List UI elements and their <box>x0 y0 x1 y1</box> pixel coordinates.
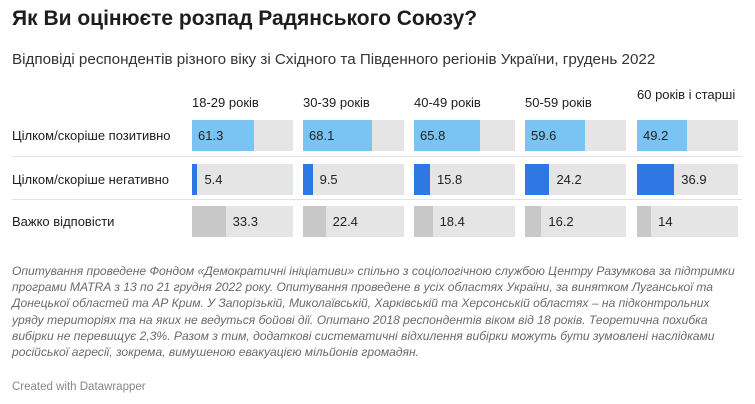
value-label: 14 <box>658 214 673 229</box>
row-divider <box>12 156 742 157</box>
row-label-hard: Важко відповісти <box>12 214 115 229</box>
bar-hard <box>525 206 542 237</box>
row-divider <box>12 199 742 200</box>
bar-cell: 15.8 <box>414 164 515 195</box>
value-label: 33.3 <box>232 214 258 229</box>
bar-cell: 16.2 <box>525 206 626 237</box>
bar-negative <box>192 164 198 195</box>
bar-cell: 18.4 <box>414 206 515 237</box>
value-label: 5.4 <box>204 172 223 187</box>
value-label: 18.4 <box>439 214 465 229</box>
bar-cell: 68.1 <box>303 120 404 151</box>
value-label: 65.8 <box>420 128 446 143</box>
bar-cell: 9.5 <box>303 164 404 195</box>
chart-notes: Опитування проведене Фондом «Демократичн… <box>12 264 735 360</box>
chart-title: Як Ви оцінюєте розпад Радянського Союзу? <box>12 7 478 30</box>
bar-cell: 22.4 <box>303 206 404 237</box>
bar-positive <box>414 120 481 151</box>
bar-negative <box>637 164 675 195</box>
value-label: 68.1 <box>309 128 335 143</box>
value-label: 49.2 <box>643 128 669 143</box>
bar-cell: 61.3 <box>192 120 293 151</box>
row-label-negative: Цілком/скоріше негативно <box>12 172 169 187</box>
bar-positive <box>637 120 687 151</box>
bar-negative <box>525 164 550 195</box>
bar-positive <box>192 120 254 151</box>
column-header: 60 років і старші <box>637 87 736 102</box>
credit-line: Created with Datawrapper <box>12 381 146 393</box>
value-label: 61.3 <box>198 128 224 143</box>
bar-track <box>525 206 626 237</box>
chart-subtitle: Відповіді респондентів різного віку зі С… <box>12 51 656 68</box>
value-label: 22.4 <box>332 214 358 229</box>
bar-positive <box>303 120 372 151</box>
bar-negative <box>414 164 430 195</box>
value-label: 24.2 <box>556 172 582 187</box>
bar-positive <box>525 120 586 151</box>
bar-negative <box>303 164 313 195</box>
bar-hard <box>192 206 226 237</box>
bar-hard <box>637 206 652 237</box>
bar-cell: 65.8 <box>414 120 515 151</box>
bar-cell: 5.4 <box>192 164 293 195</box>
column-header: 50-59 років <box>525 95 592 110</box>
bar-cell: 59.6 <box>525 120 626 151</box>
value-label: 16.2 <box>548 214 574 229</box>
bar-track <box>303 164 404 195</box>
bar-track <box>637 206 738 237</box>
column-header: 30-39 років <box>303 95 370 110</box>
bar-cell: 49.2 <box>637 120 738 151</box>
bar-cell: 24.2 <box>525 164 626 195</box>
bar-cell: 14 <box>637 206 738 237</box>
value-label: 15.8 <box>436 172 463 187</box>
row-label-positive: Цілком/скоріше позитивно <box>12 128 171 143</box>
bar-cell: 33.3 <box>192 206 293 237</box>
column-header: 40-49 років <box>414 95 481 110</box>
value-label: 36.9 <box>681 172 707 187</box>
bar-hard <box>303 206 326 237</box>
bar-track <box>192 164 293 195</box>
bar-track <box>414 164 515 195</box>
bar-cell: 36.9 <box>637 164 738 195</box>
value-label: 59.6 <box>531 128 557 143</box>
bar-hard <box>414 206 433 237</box>
value-label: 9.5 <box>319 172 338 187</box>
column-header: 18-29 років <box>192 95 259 110</box>
